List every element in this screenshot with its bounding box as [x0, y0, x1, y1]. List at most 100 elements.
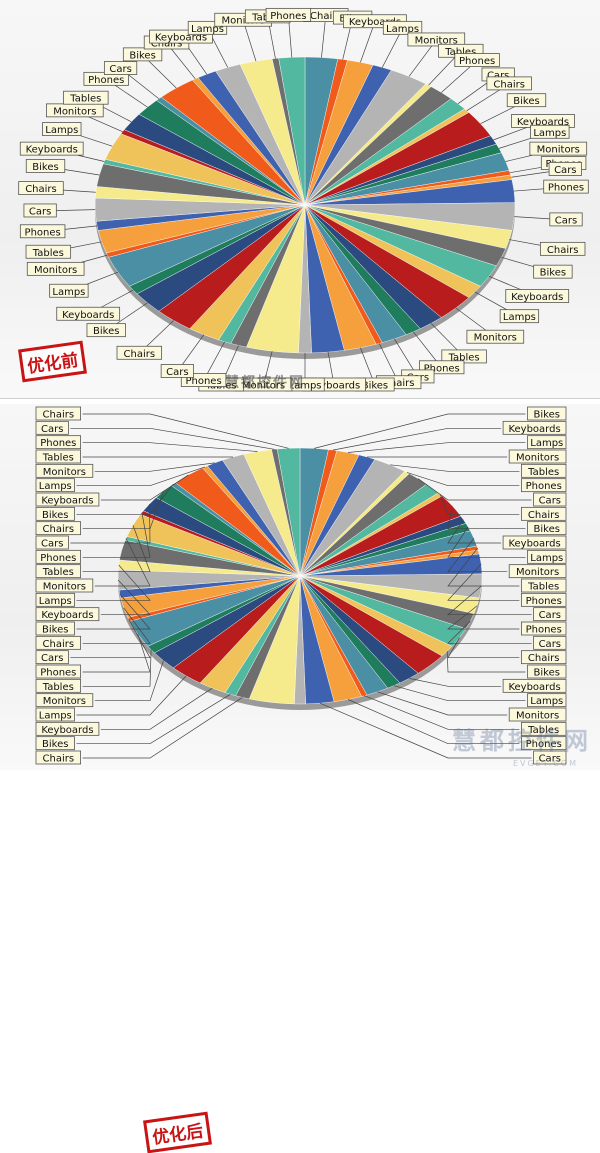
svg-text:Bikes: Bikes — [534, 668, 560, 679]
slice-label: Cars — [533, 492, 567, 507]
svg-text:Chairs: Chairs — [310, 11, 342, 22]
svg-text:Chairs: Chairs — [43, 639, 75, 650]
slice-label: Keyboards — [35, 721, 100, 736]
svg-text:Monitors: Monitors — [53, 106, 96, 117]
svg-text:Cars: Cars — [41, 539, 63, 550]
slice-label: Monitors — [234, 377, 293, 392]
svg-text:Phones: Phones — [88, 75, 124, 86]
slice-label: Chairs — [521, 506, 567, 521]
svg-text:Cars: Cars — [539, 496, 561, 507]
stamp-after: 优化后 — [143, 1111, 212, 1153]
pie-chart-before: ChairsBikesKeyboardsLampsMonitorsTablesP… — [18, 7, 589, 392]
slice-label: Tables — [35, 678, 81, 693]
slice-label: Phones — [543, 179, 589, 194]
svg-text:Tables: Tables — [42, 682, 74, 693]
svg-text:Monitors: Monitors — [474, 333, 517, 344]
svg-text:Keyboards: Keyboards — [41, 725, 93, 736]
slice-label: Keyboards — [505, 289, 570, 303]
svg-text:Lamps: Lamps — [39, 481, 72, 492]
svg-text:Phones: Phones — [424, 363, 460, 374]
watermark-url: EVGET.COM — [512, 759, 578, 768]
svg-text:Tables: Tables — [444, 47, 476, 58]
svg-text:Monitors: Monitors — [537, 145, 580, 156]
slice-label: Chairs — [35, 406, 81, 421]
svg-text:Bikes: Bikes — [540, 268, 566, 279]
svg-text:Bikes: Bikes — [129, 50, 155, 61]
svg-text:Tables: Tables — [527, 725, 559, 736]
slice-label: Monitors — [508, 564, 567, 578]
svg-text:Bikes: Bikes — [534, 524, 560, 535]
slice-label: Cars — [533, 607, 567, 621]
svg-text:Lamps: Lamps — [386, 24, 419, 35]
svg-text:Keyboards: Keyboards — [62, 310, 114, 321]
slice-label: Keyboards — [19, 141, 84, 156]
slice-label: Cars — [533, 750, 567, 765]
svg-text:Lamps: Lamps — [533, 128, 566, 139]
svg-text:Chairs: Chairs — [383, 378, 415, 389]
slice-label: Bikes — [122, 47, 163, 61]
slice-label: Monitors — [46, 103, 104, 117]
svg-text:Keyboards: Keyboards — [517, 117, 569, 128]
svg-text:Phones: Phones — [526, 739, 562, 750]
svg-text:Lamps: Lamps — [45, 125, 78, 136]
svg-text:Chairs: Chairs — [528, 653, 560, 664]
svg-text:Chairs: Chairs — [43, 754, 75, 765]
slice-label: Tables — [441, 349, 487, 363]
slice-label: Chairs — [35, 635, 81, 650]
svg-text:Tables: Tables — [527, 582, 559, 593]
slice-label: Lamps — [42, 122, 82, 136]
svg-text:Keyboards: Keyboards — [508, 539, 560, 550]
leader-lines — [70, 413, 532, 759]
slice-label: Phones — [265, 7, 312, 22]
svg-text:Keyboards: Keyboards — [41, 610, 93, 621]
slice-label: Lamps — [49, 283, 89, 298]
svg-text:Cars: Cars — [554, 165, 576, 176]
svg-text:Lamps: Lamps — [39, 711, 72, 722]
slice-label: Bikes — [35, 506, 75, 521]
slice-label: Monitors — [35, 463, 94, 478]
svg-text:Cars: Cars — [555, 215, 577, 226]
slice-label: Lamps — [527, 435, 567, 449]
slice-label: Cars — [549, 212, 583, 226]
slice-label: Monitors — [407, 32, 466, 46]
svg-text:Tables: Tables — [69, 94, 101, 105]
svg-text:Phones: Phones — [270, 11, 306, 22]
slice-label: Bikes — [506, 93, 547, 107]
svg-text:Cars: Cars — [539, 754, 561, 765]
slice-label: Tables — [35, 564, 81, 578]
slice-label: Phones — [35, 549, 81, 564]
slice-label: Cars — [35, 420, 69, 435]
svg-text:Chairs: Chairs — [528, 510, 560, 521]
svg-text:Cars: Cars — [41, 653, 63, 664]
slice-label: Lamps — [527, 549, 567, 564]
slice-label: Cars — [35, 650, 69, 664]
svg-text:Tables: Tables — [527, 467, 559, 478]
slice-label: Lamps — [35, 592, 75, 607]
svg-text:Tables: Tables — [42, 567, 74, 578]
svg-text:Monitors: Monitors — [415, 35, 458, 46]
slice-label: Keyboards — [35, 607, 100, 621]
svg-text:Phones: Phones — [459, 56, 495, 67]
svg-text:Bikes: Bikes — [534, 410, 560, 421]
svg-text:Chairs: Chairs — [43, 410, 75, 421]
slice-label: Chairs — [35, 521, 81, 535]
slice-label: Keyboards — [511, 114, 575, 128]
slice-label: Phones — [454, 53, 500, 67]
slice-label: Chairs — [539, 241, 586, 256]
svg-text:Lamps: Lamps — [530, 438, 563, 449]
slice-label: Lamps — [382, 20, 423, 35]
slice-label: Monitors — [35, 693, 94, 707]
svg-text:Monitors: Monitors — [34, 265, 77, 276]
svg-text:Cars: Cars — [41, 424, 63, 435]
svg-text:Keyboards: Keyboards — [41, 496, 93, 507]
watermark-brand: 慧都控件网 — [452, 727, 592, 755]
slice-label: Chairs — [18, 181, 64, 195]
svg-text:Lamps: Lamps — [191, 24, 224, 35]
slice-label: Chairs — [486, 76, 532, 90]
svg-text:Cars: Cars — [539, 639, 561, 650]
slice-label: Lamps — [35, 478, 75, 492]
svg-text:Lamps: Lamps — [530, 696, 563, 707]
pie-chart-after: Bikes Keyboards Lamps Monitors Tables Phones C… — [35, 406, 567, 765]
slice-label: Bikes — [35, 736, 75, 750]
slice-label: Keyboards — [35, 492, 100, 507]
